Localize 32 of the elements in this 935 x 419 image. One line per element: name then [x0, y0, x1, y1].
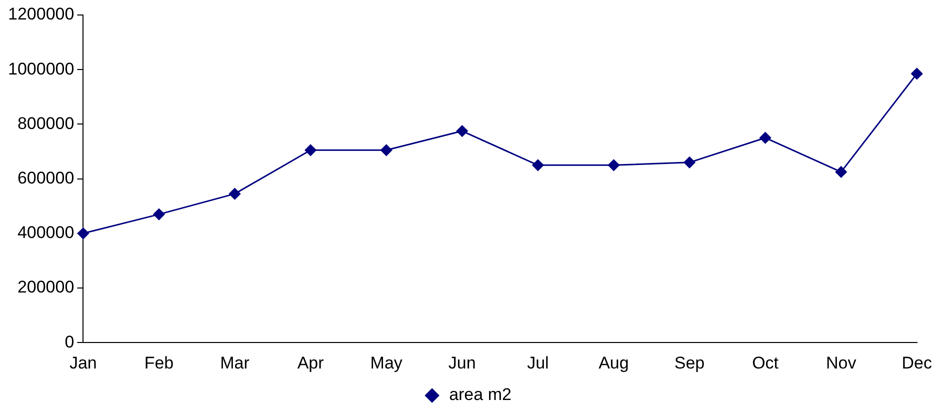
point: [77, 228, 89, 240]
y-tick-label: 1000000: [8, 59, 74, 78]
x-tick-label: Jun: [448, 353, 476, 372]
x-tick-label: Jan: [69, 353, 97, 372]
x-tick-label: Oct: [752, 353, 779, 372]
x-tick-label: Mar: [220, 353, 250, 372]
y-tick-label: 600000: [17, 168, 74, 188]
x-tick-label: Aug: [598, 353, 629, 372]
point: [684, 156, 696, 168]
point: [608, 159, 620, 171]
y-tick-label: 1200000: [8, 4, 74, 24]
point: [911, 68, 923, 80]
point: [456, 125, 468, 137]
x-tick-label: Dec: [902, 353, 932, 372]
legend-label: area m2: [449, 385, 512, 404]
y-tick-label: 400000: [17, 223, 74, 242]
y-tick-label: 200000: [17, 278, 74, 297]
y-tick-label: 0: [64, 332, 74, 352]
point: [153, 208, 165, 220]
point: [760, 132, 772, 144]
point: [835, 166, 847, 178]
point: [532, 159, 544, 171]
x-tick-label: Feb: [144, 353, 174, 372]
y-tick-label: 800000: [17, 114, 74, 133]
x-tick-label: Jul: [527, 353, 549, 372]
x-tick-label: Sep: [674, 353, 705, 372]
x-tick-label: Nov: [826, 353, 857, 372]
point: [229, 188, 241, 200]
x-tick-label: Apr: [297, 353, 324, 372]
point: [380, 144, 392, 156]
point: [304, 144, 316, 156]
x-tick-label: May: [370, 353, 403, 372]
